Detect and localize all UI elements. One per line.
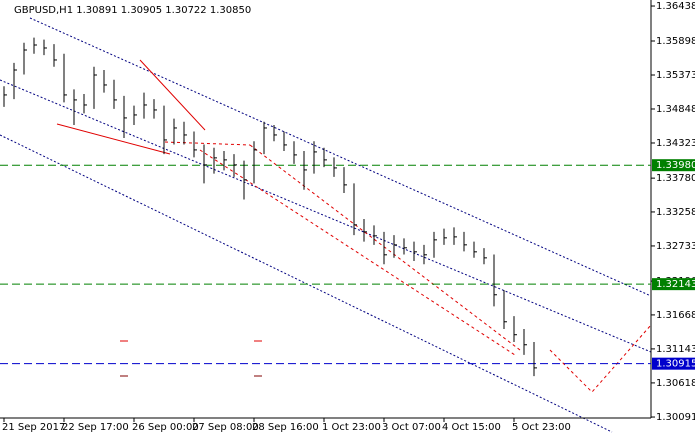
- y-tick-label: 1.30091: [656, 412, 695, 423]
- level-box: [652, 278, 695, 291]
- x-tick-label: 1 Oct 23:00: [322, 422, 381, 433]
- x-tick-label: 3 Oct 07:00: [382, 422, 441, 433]
- y-tick-label: 1.35373: [656, 70, 695, 81]
- y-tick-label: 1.35898: [656, 36, 695, 47]
- y-tick-label: 1.34323: [656, 138, 695, 149]
- x-tick-label: 26 Sep 00:00: [132, 422, 199, 433]
- y-tick-label: 1.32733: [656, 241, 695, 252]
- level-box: [652, 357, 695, 370]
- level-box: [652, 159, 695, 172]
- channel-upper: [29, 17, 652, 297]
- trend-line: [139, 59, 206, 131]
- x-tick-label: 28 Sep 16:00: [252, 422, 319, 433]
- x-tick-label: 27 Sep 08:00: [192, 422, 259, 433]
- y-tick-label: 1.36438: [656, 1, 695, 12]
- y-tick-label: 1.34848: [656, 104, 695, 115]
- x-tick-label: 5 Oct 23:00: [512, 422, 571, 433]
- channel-lower: [0, 134, 613, 433]
- y-tick-label: 1.31668: [656, 310, 695, 321]
- chart-title: GBPUSD,H1 1.30891 1.30905 1.30722 1.3085…: [14, 5, 251, 16]
- x-tick-label: 4 Oct 15:00: [442, 422, 501, 433]
- x-tick-label: 21 Sep 2017: [2, 422, 65, 433]
- projection: [199, 149, 516, 356]
- y-tick-label: 1.33258: [656, 207, 695, 218]
- level-label: 1.33980: [656, 160, 695, 171]
- level-label: 1.30915: [656, 359, 695, 370]
- projection: [249, 144, 521, 351]
- y-tick-label: 1.31143: [656, 344, 695, 355]
- level-label: 1.32143: [656, 279, 695, 290]
- y-tick-label: 1.30618: [656, 378, 695, 389]
- projection: [164, 141, 251, 146]
- trend-line: [56, 123, 171, 155]
- channel-middle: [0, 79, 652, 353]
- x-tick-label: 22 Sep 17:00: [62, 422, 129, 433]
- y-tick-label: 1.33780: [656, 173, 695, 184]
